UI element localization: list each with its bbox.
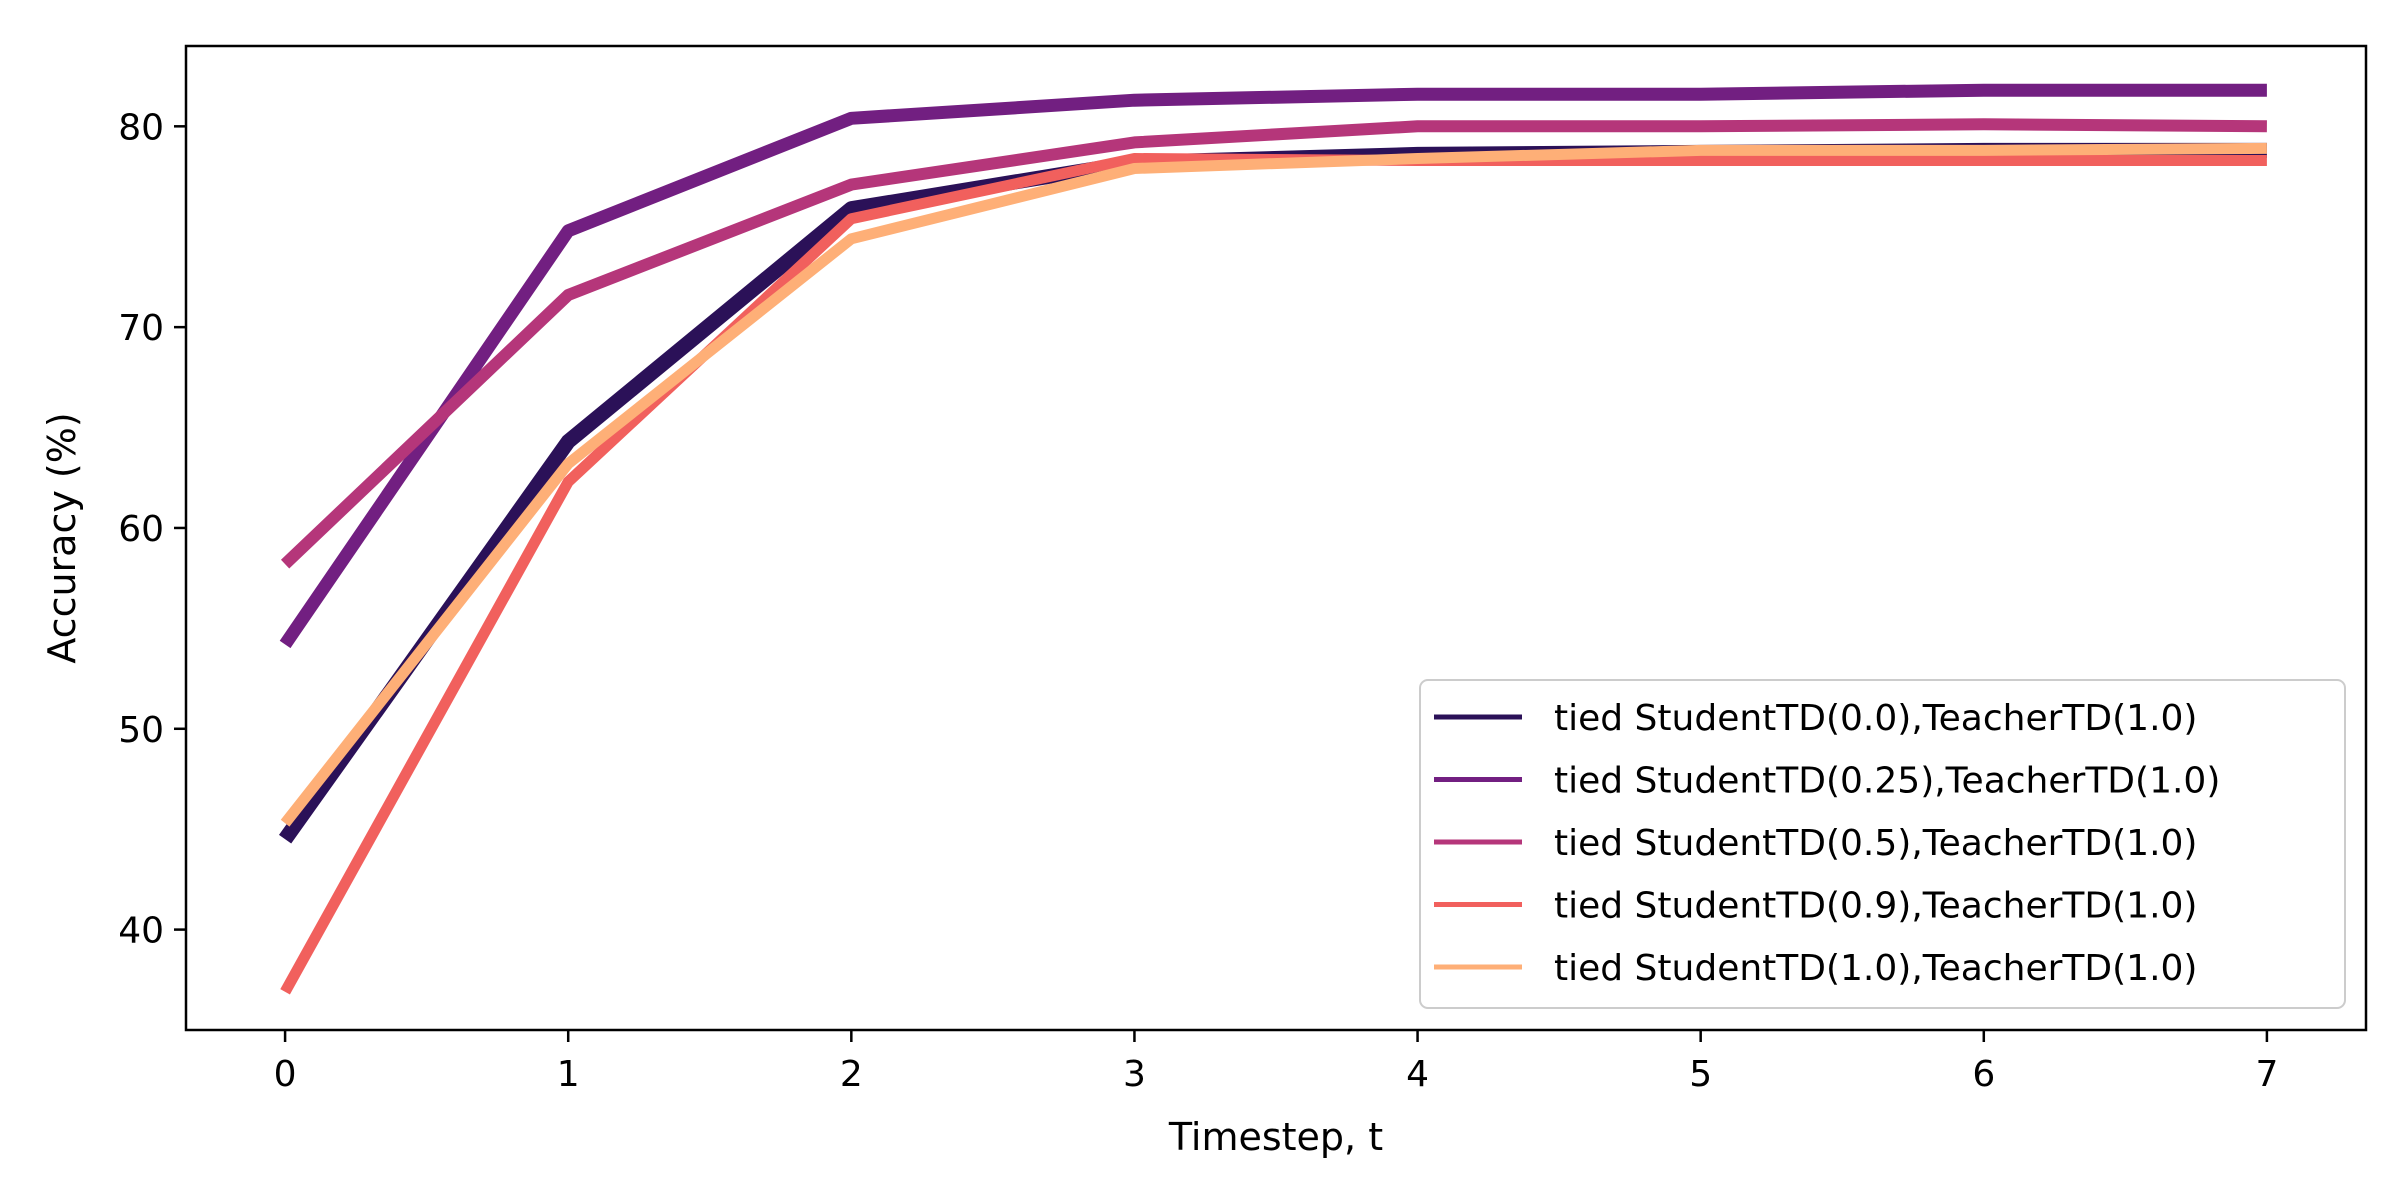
y-tick-label: 80	[118, 107, 164, 148]
x-tick-label: 0	[274, 1054, 297, 1095]
legend-label-4: tied StudentTD(1.0),TeacherTD(1.0)	[1554, 948, 2197, 989]
series-line-4	[280, 142, 2267, 827]
y-tick-label: 70	[118, 308, 164, 349]
legend-label-3: tied StudentTD(0.9),TeacherTD(1.0)	[1554, 886, 2197, 927]
x-tick-label: 1	[557, 1054, 580, 1095]
y-tick-label: 40	[118, 911, 164, 952]
plot-frame	[184, 44, 2368, 1032]
x-tick-label: 3	[1123, 1054, 1146, 1095]
series-line-2	[280, 118, 2267, 569]
x-tick-label: 5	[1689, 1054, 1712, 1095]
series-line-1	[279, 83, 2267, 649]
y-axis-label: Accuracy (%)	[40, 412, 84, 663]
x-tick-label: 4	[1406, 1054, 1429, 1095]
x-axis: 0 1 2 3 4 5 6 7	[274, 1030, 2278, 1095]
x-tick-label: 7	[2255, 1054, 2278, 1095]
legend: tied StudentTD(0.0),TeacherTD(1.0) tied S…	[1419, 679, 2346, 1009]
y-axis: 40 50 60 70 80	[118, 107, 186, 952]
x-axis-label: Timestep, t	[1168, 1115, 1383, 1159]
legend-label-0: tied StudentTD(0.0),TeacherTD(1.0)	[1554, 698, 2197, 739]
y-tick-label: 60	[118, 509, 164, 550]
series-layer	[278, 83, 2267, 995]
y-tick-label: 50	[118, 710, 164, 751]
legend-label-2: tied StudentTD(0.5),TeacherTD(1.0)	[1554, 823, 2197, 864]
legend-box	[1419, 679, 2346, 1009]
x-tick-label: 2	[840, 1054, 863, 1095]
x-tick-label: 6	[1972, 1054, 1995, 1095]
legend-label-1: tied StudentTD(0.25),TeacherTD(1.0)	[1554, 761, 2220, 802]
